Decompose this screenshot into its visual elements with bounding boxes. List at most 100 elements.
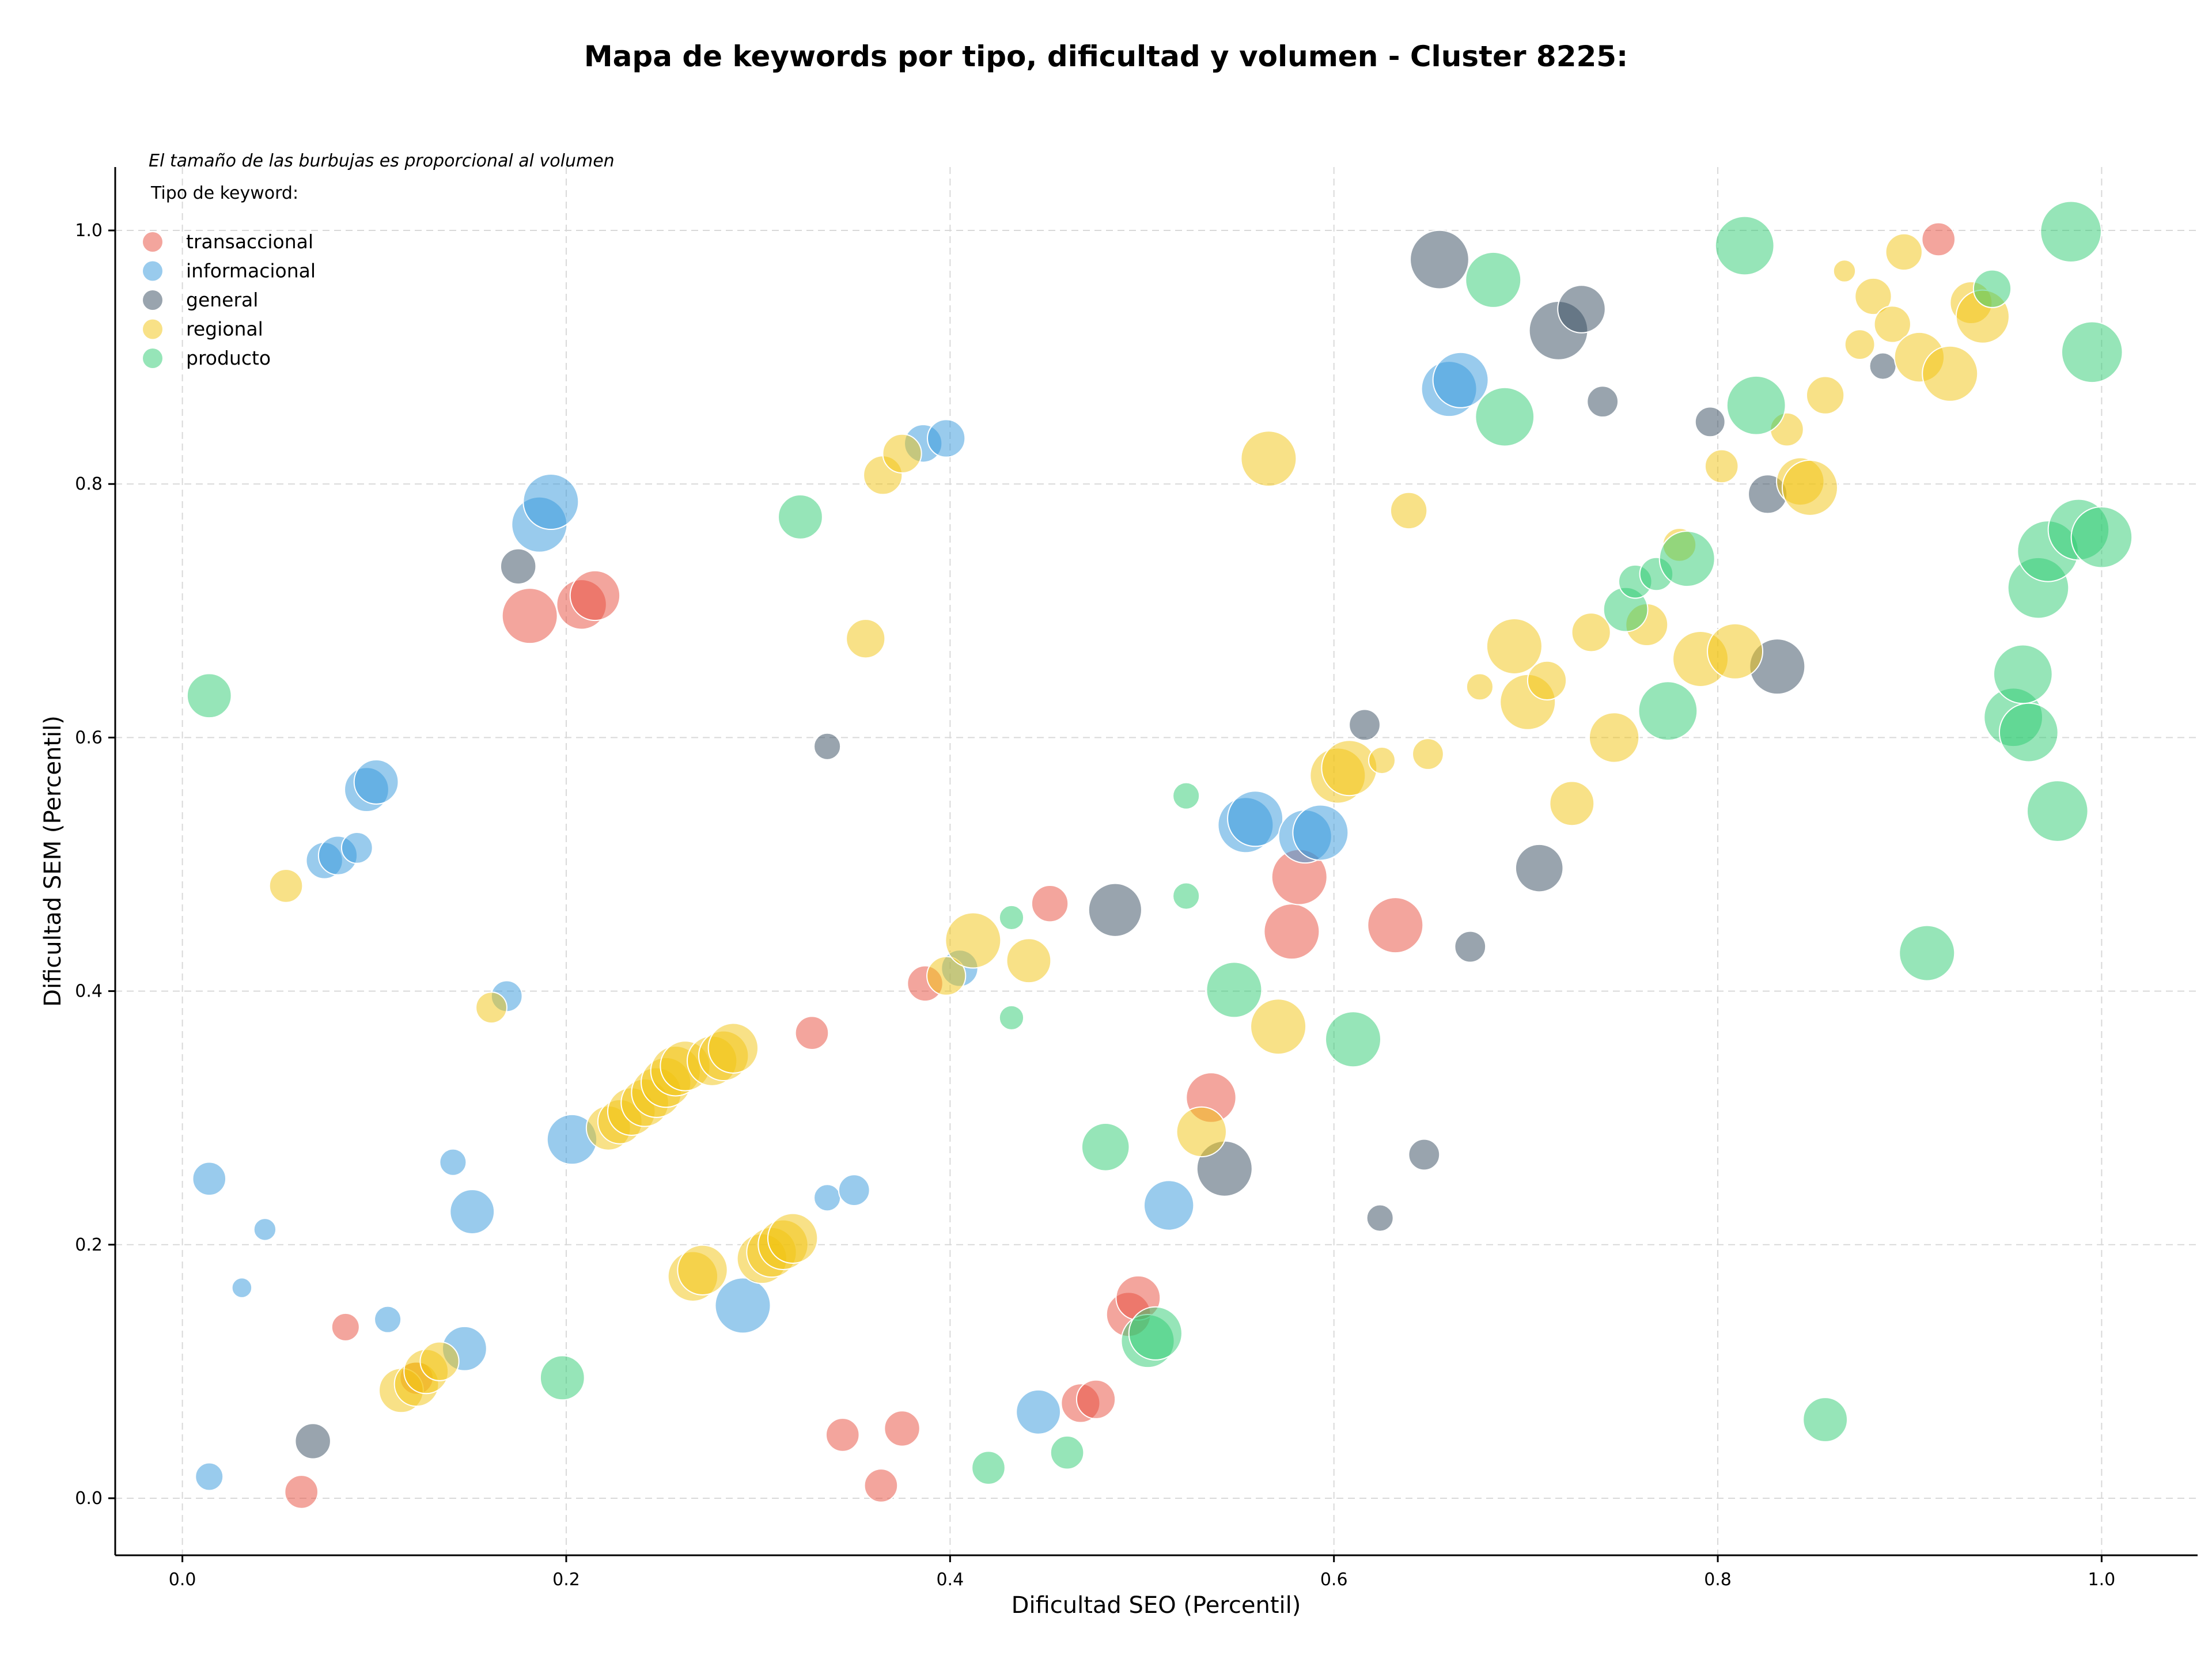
bubble-transaccional (1921, 222, 1956, 257)
bubble-producto (1081, 1123, 1130, 1172)
bubble-producto (2070, 506, 2133, 569)
bubble-informacional (192, 1161, 227, 1196)
bubble-regional (1885, 233, 1923, 271)
bubble-general (1694, 406, 1726, 438)
bubble-producto (1206, 961, 1263, 1018)
bubble-layer (186, 200, 2133, 1509)
bubble-general (499, 548, 537, 585)
legend-label-regional: regional (186, 318, 263, 340)
bubble-regional (1368, 746, 1396, 775)
bubble-informacional (1292, 804, 1349, 861)
bubble-regional (926, 956, 967, 996)
legend-entries: transaccional informacional general regiona… (143, 230, 316, 369)
bubble-producto (1998, 702, 2059, 763)
x-tick-label: 0.6 (1320, 1570, 1348, 1590)
bubble-regional (1704, 449, 1739, 484)
x-tick-label: 1.0 (2088, 1570, 2116, 1590)
bubble-general (1586, 385, 1619, 418)
bubble-transaccional (794, 1016, 830, 1051)
bubble-producto (1172, 782, 1200, 810)
bubble-regional (1250, 998, 1307, 1055)
bubble-informacional (714, 1277, 771, 1334)
bubble-transaccional (1075, 1379, 1116, 1419)
bubble-informacional (522, 473, 579, 531)
bubble-regional (1844, 329, 1876, 361)
x-axis-label: Dificultad SEO (Percentil) (1012, 1592, 1301, 1619)
bubble-regional (677, 1244, 728, 1295)
bubble-informacional (253, 1218, 277, 1241)
bubble-producto (2061, 321, 2123, 384)
bubble-producto (2040, 200, 2102, 263)
bubble-regional (475, 991, 507, 1024)
bubble-regional (1006, 938, 1052, 984)
bubble-transaccional (501, 588, 558, 645)
bubble-producto (1802, 1397, 1849, 1442)
bubble-regional (707, 1022, 759, 1074)
legend-note: El tamaño de las burbujas es proporciona… (149, 151, 615, 171)
bubble-producto (1714, 215, 1775, 276)
bubble-transaccional (1031, 885, 1069, 923)
legend-label-general: general (186, 289, 258, 311)
series-general (294, 229, 1897, 1460)
bubble-informacional (231, 1277, 253, 1298)
bubble-regional (1832, 259, 1857, 283)
bubble-regional (1588, 712, 1640, 763)
bubble-informacional (449, 1189, 495, 1234)
bubble-producto (998, 1005, 1025, 1031)
bubble-producto (778, 494, 823, 540)
series-transaccional (284, 222, 1956, 1509)
bubble-producto (1475, 387, 1535, 447)
bubble-producto (1465, 251, 1522, 308)
y-axis-label: Dificultad SEM (Percentil) (40, 715, 66, 1007)
legend-title: Tipo de keyword: (150, 183, 298, 203)
bubble-producto (539, 1355, 585, 1401)
legend-marker-informacional (143, 261, 162, 281)
bubble-general (1514, 843, 1564, 893)
bubble-regional (1805, 376, 1845, 415)
bubble-producto (1972, 269, 2012, 308)
bubble-regional (1176, 1106, 1227, 1158)
bubble-regional (268, 869, 304, 903)
bubble-general (1408, 1138, 1441, 1171)
legend: El tamaño de las burbujas es proporciona… (143, 151, 615, 369)
bubble-informacional (195, 1462, 224, 1491)
bubble-transaccional (331, 1312, 360, 1342)
y-tick-label: 0.0 (75, 1488, 103, 1509)
bubble-transaccional (825, 1418, 860, 1452)
bubble-regional (1486, 618, 1543, 675)
y-tick-label: 0.8 (75, 474, 103, 494)
x-tick-label: 0.0 (169, 1570, 196, 1590)
bubble-transaccional (284, 1475, 319, 1509)
bubble-transaccional (863, 1468, 899, 1503)
bubble-general (1869, 352, 1897, 380)
y-tick-label: 1.0 (75, 221, 103, 241)
bubble-general (813, 732, 842, 760)
bubble-producto (1993, 644, 2053, 704)
bubble-informacional (1016, 1389, 1061, 1435)
x-tick-label: 0.8 (1704, 1570, 1732, 1590)
bubble-regional (846, 619, 886, 659)
bubble-producto (2026, 780, 2089, 842)
legend-marker-regional (143, 319, 162, 339)
legend-marker-transaccional (143, 232, 162, 252)
bubble-producto (1128, 1306, 1183, 1361)
bubble-regional (1922, 345, 1979, 402)
series-producto (186, 200, 2133, 1485)
bubble-regional (1549, 781, 1595, 827)
bubble-informacional (374, 1305, 402, 1334)
bubble-regional (1465, 673, 1494, 701)
bubble-producto (1172, 882, 1200, 910)
bubble-informacional (340, 832, 373, 864)
legend-label-transaccional: transaccional (186, 230, 313, 253)
y-tick-label: 0.6 (75, 728, 103, 748)
bubble-regional (1781, 459, 1838, 516)
bubble-general (1349, 709, 1381, 741)
bubble-informacional (813, 1184, 842, 1212)
bubble-regional (1321, 740, 1378, 797)
bubble-producto (1899, 925, 1956, 982)
bubble-transaccional (569, 570, 621, 622)
legend-label-informacional: informacional (186, 260, 316, 282)
bubble-regional (767, 1213, 819, 1264)
